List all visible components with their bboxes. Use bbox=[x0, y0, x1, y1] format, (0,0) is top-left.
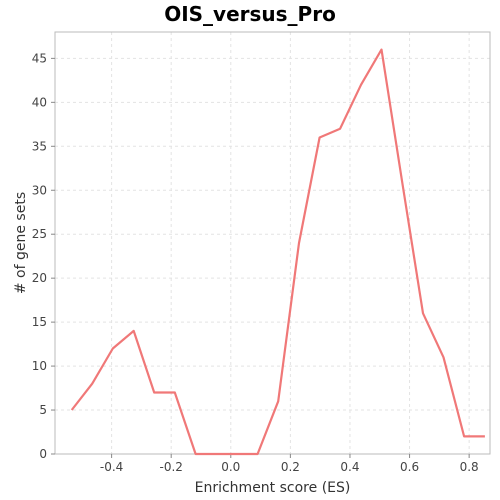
y-tick-label: 10 bbox=[32, 359, 47, 373]
series-layer bbox=[70, 48, 485, 456]
y-tick-label: 20 bbox=[32, 271, 47, 285]
y-axis-title: # of gene sets bbox=[13, 192, 29, 294]
plot-frame bbox=[54, 31, 491, 455]
y-tick-label: 30 bbox=[32, 183, 47, 197]
x-tick-label: -0.4 bbox=[100, 460, 123, 474]
axes: -0.4 -0.2 0.0 0.2 0.4 0.6 0.8 0 5 10 15 20 25 30 35 40 4… bbox=[32, 51, 479, 474]
x-tick-label: 0.2 bbox=[281, 460, 300, 474]
x-tick-label: 0.6 bbox=[400, 460, 419, 474]
y-tick-label: 45 bbox=[32, 51, 47, 65]
x-tick-label: 0.0 bbox=[221, 460, 240, 474]
y-tick-label: 25 bbox=[32, 227, 47, 241]
chart-title: OIS_versus_Pro bbox=[164, 2, 336, 26]
y-tick-label: 0 bbox=[39, 447, 47, 461]
y-tick-label: 15 bbox=[32, 315, 47, 329]
y-tick-label: 40 bbox=[32, 95, 47, 109]
y-tick-label: 35 bbox=[32, 139, 47, 153]
x-tick-label: 0.4 bbox=[340, 460, 359, 474]
grid-lines bbox=[55, 32, 490, 455]
x-axis-title: Enrichment score (ES) bbox=[195, 480, 351, 496]
y-tick-label: 5 bbox=[39, 403, 47, 417]
x-tick-label: -0.2 bbox=[159, 460, 182, 474]
x-tick-label: 0.8 bbox=[460, 460, 479, 474]
series-line bbox=[70, 48, 485, 456]
